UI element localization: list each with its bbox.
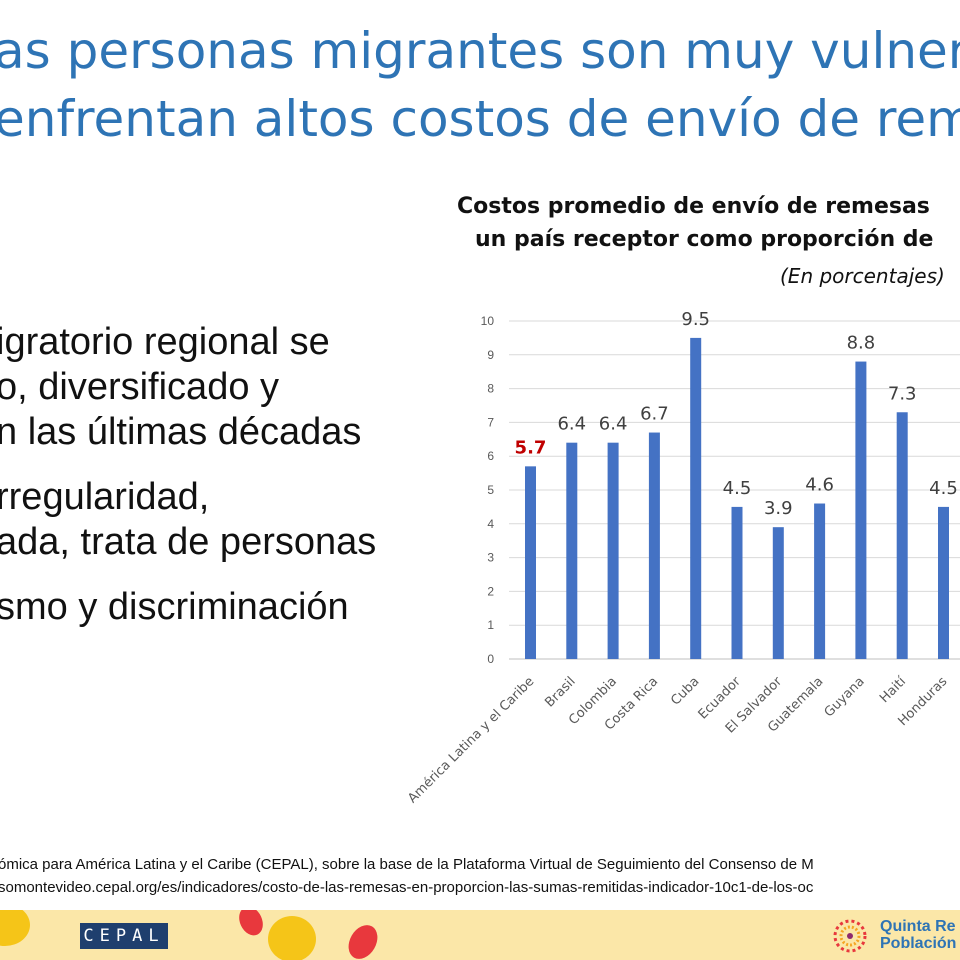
- source-note-line-1: ómica para América Latina y el Caribe (C…: [0, 856, 814, 873]
- data-label: 4.5: [723, 478, 752, 499]
- y-tick-label: 3: [487, 551, 494, 565]
- conference-name-line-2: Población: [880, 935, 957, 952]
- bar: [690, 337, 702, 659]
- data-label: 6.4: [557, 414, 586, 435]
- slide-title-line-1: as personas migrantes son muy vulnera: [0, 22, 960, 80]
- category-label: Guyana: [822, 674, 868, 720]
- footer-band: CEPAL Quinta Re Población: [0, 910, 960, 960]
- category-label: Haití: [877, 674, 909, 706]
- bullet-text: ada, trata de personas: [0, 521, 377, 563]
- y-tick-label: 5: [487, 483, 494, 497]
- bar: [814, 503, 826, 659]
- y-tick-label: 6: [487, 449, 494, 463]
- category-label: América Latina y el Caribe: [405, 674, 537, 806]
- bullet-text: n las últimas décadas: [0, 411, 362, 453]
- bullet-text: o, diversificado y: [0, 366, 280, 408]
- conference-logo-icon: [833, 919, 867, 953]
- chart-subtitle: (En porcentajes): [780, 264, 945, 288]
- data-label: 9.5: [681, 309, 710, 330]
- conference-name-line-1: Quinta Re: [880, 918, 956, 935]
- y-tick-label: 0: [487, 652, 494, 666]
- decorative-blob: [234, 910, 268, 940]
- bar: [938, 506, 949, 659]
- conference-name: Quinta Re Población: [880, 918, 956, 952]
- y-tick-label: 8: [487, 382, 494, 396]
- bar: [772, 527, 784, 659]
- y-tick-label: 9: [487, 348, 494, 362]
- category-label: Cuba: [668, 674, 702, 708]
- bullet-text: igratorio regional se: [0, 321, 330, 363]
- bar: [855, 361, 867, 659]
- bar: [731, 506, 743, 659]
- chart-title-line-2: un país receptor como proporción de: [475, 227, 934, 252]
- data-label: 3.9: [764, 498, 793, 519]
- bar: [896, 412, 908, 659]
- decorative-blob: [0, 910, 30, 946]
- slide-title-line-2: enfrentan altos costos de envío de rem: [0, 90, 960, 148]
- y-tick-label: 2: [487, 584, 494, 598]
- data-label: 6.4: [599, 414, 628, 435]
- bar: [566, 442, 578, 659]
- data-label: 5.7: [515, 437, 547, 458]
- bullet-text: smo y discriminación: [0, 586, 349, 628]
- data-label: 7.3: [888, 383, 917, 404]
- y-tick-label: 7: [487, 415, 494, 429]
- category-label: Brasil: [542, 674, 578, 710]
- bar: [607, 442, 619, 659]
- decorative-blob: [268, 916, 316, 960]
- source-note-line-2: somontevideo.cepal.org/es/indicadores/co…: [0, 879, 814, 896]
- data-label: 6.7: [640, 404, 669, 425]
- bar: [525, 466, 536, 659]
- cepal-logo: CEPAL: [80, 923, 168, 949]
- bullet-text: rregularidad,: [0, 476, 210, 518]
- bar: [648, 432, 660, 659]
- data-label: 4.6: [805, 475, 834, 496]
- decorative-blob: [342, 919, 384, 960]
- data-label: 4.5: [929, 478, 958, 499]
- y-tick-label: 4: [487, 517, 494, 531]
- y-tick-label: 10: [481, 314, 495, 328]
- y-tick-label: 1: [487, 618, 494, 632]
- data-label: 8.8: [847, 333, 876, 354]
- chart-title-line-1: Costos promedio de envío de remesas: [457, 194, 930, 219]
